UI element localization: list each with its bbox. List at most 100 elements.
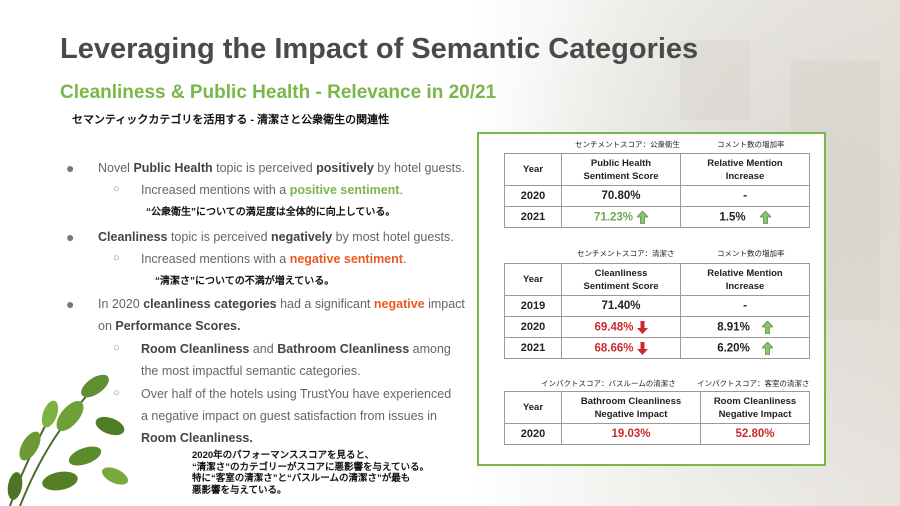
text: Increased mentions with a (141, 183, 290, 197)
cleanliness-table: Year Cleanliness Sentiment Score Relativ… (504, 263, 810, 359)
table-row: 2020 70.80% - (504, 185, 810, 207)
score-value: 68.66% (594, 342, 634, 355)
sub-bullet-trustyou-line2: a negative impact on guest satisfaction … (141, 409, 437, 423)
sub-bullet-negative: Increased mentions with a negative senti… (141, 248, 406, 270)
cell-score-with-arrow: 71.23% (561, 206, 681, 228)
col-header-score: Public Health Sentiment Score (561, 153, 681, 186)
text: by hotel guests. (373, 161, 465, 175)
text: impact (424, 297, 465, 311)
data-tables-panel: センチメントスコア：公衆衛生 コメント数の増加率 Year Public Hea… (477, 132, 826, 466)
bullet1-japanese: “公衆衛生”についての満足度は全体的に向上している。 (146, 207, 396, 218)
table2-label-right: コメント数の増加率 (717, 249, 785, 258)
cell-year: 2020 (504, 423, 562, 445)
cell-score-with-arrow: 68.66% (561, 337, 681, 359)
cell-bathroom-impact: 19.03% (561, 423, 701, 445)
cell-score: 71.40% (561, 295, 681, 317)
public-health-table: Year Public Health Sentiment Score Relat… (504, 153, 810, 228)
score-value: 71.23% (593, 211, 633, 224)
text-bold: positively (316, 161, 374, 175)
cell-increase: - (680, 185, 810, 207)
table-row: 2020 69.48% 8.91% (504, 316, 810, 338)
plant-decoration (7, 374, 129, 506)
up-arrow-icon (761, 320, 773, 334)
sub-bullet-circle-icon: ○ (113, 252, 120, 264)
sub-bullet-positive: Increased mentions with a positive senti… (141, 179, 403, 201)
table3-label-left: インパクトスコア：バスルームの清潔さ (541, 379, 676, 388)
table-row: 2021 71.23% 1.5% (504, 206, 810, 228)
cell-year: 2020 (504, 185, 562, 207)
bullet-2020-impact-line1: In 2020 cleanliness categories had a sig… (98, 293, 465, 315)
text: on (98, 319, 116, 333)
table-row: 2021 68.66% 6.20% (504, 337, 810, 359)
note-line: 特に“客室の清潔さ”と“バスルームの清潔さ”が最も (192, 473, 411, 484)
impact-table: Year Bathroom Cleanliness Negative Impac… (504, 391, 810, 445)
text-bold: Performance Scores. (115, 319, 241, 333)
text: topic is perceived (212, 161, 317, 175)
text: Novel (98, 161, 134, 175)
bullet-cleanliness: Cleanliness topic is perceived negativel… (98, 226, 454, 248)
sub-bullet-circle-icon: ○ (113, 387, 120, 399)
table3-label-right: インパクトスコア：客室の清潔さ (697, 379, 810, 388)
bullet-dot-icon: ● (66, 160, 75, 176)
text-bold: negatively (271, 230, 333, 244)
cell-year: 2020 (504, 316, 562, 338)
cell-year: 2021 (504, 337, 562, 359)
col-header-year: Year (504, 263, 562, 296)
text-bold: Public Health (133, 161, 213, 175)
cell-increase-with-arrow: 8.91% (680, 316, 810, 338)
col-header-room: Room Cleanliness Negative Impact (700, 391, 810, 424)
sub-bullet-circle-icon: ○ (113, 342, 120, 354)
note-line: “清潔さ”のカテゴリーがスコアに悪影響を与えている。 (192, 461, 430, 473)
slide-title: Leveraging the Impact of Semantic Catego… (60, 33, 699, 65)
note-line: 悪影響を与えている。 (192, 484, 287, 496)
down-arrow-icon (636, 320, 648, 334)
highlight-negative: negative sentiment (289, 252, 403, 266)
sub-bullet-circle-icon: ○ (113, 183, 120, 195)
bullet2-japanese: “清潔さ”についての不満が増えている。 (155, 276, 335, 287)
text-bold: cleanliness categories (143, 297, 277, 311)
text: . (402, 252, 407, 266)
col-header-bathroom: Bathroom Cleanliness Negative Impact (561, 391, 701, 424)
cell-room-impact: 52.80% (700, 423, 810, 445)
col-header-year: Year (504, 153, 562, 186)
cell-score: 70.80% (561, 185, 681, 207)
sub-bullet-categories-line2: the most impactful semantic categories. (141, 364, 361, 378)
text: among (409, 342, 451, 356)
bottom-japanese-note: 2020年のパフォーマンススコアを見ると、 “清潔さ”のカテゴリーがスコアに悪影… (192, 450, 429, 496)
cell-year: 2019 (504, 295, 562, 317)
col-header-increase: Relative Mention Increase (680, 153, 810, 186)
cell-increase-with-arrow: 6.20% (680, 337, 810, 359)
sub-bullet-trustyou-line3: Room Cleanliness. (141, 427, 253, 449)
increase-value: 6.20% (717, 342, 750, 355)
sub-bullet-categories-line1: Room Cleanliness and Bathroom Cleanlines… (141, 338, 451, 360)
subtitle-japanese: セマンティックカテゴリを活用する - 清潔さと公衆衛生の関連性 (72, 114, 390, 126)
text-bold: Cleanliness (98, 230, 168, 244)
table-row: 2019 71.40% - (504, 295, 810, 317)
cell-score-with-arrow: 69.48% (561, 316, 681, 338)
slide-subtitle: Cleanliness & Public Health - Relevance … (60, 82, 497, 103)
table1-label-left: センチメントスコア：公衆衛生 (575, 140, 680, 149)
col-header-score: Cleanliness Sentiment Score (561, 263, 681, 296)
increase-value: 8.91% (717, 321, 750, 334)
text: had a significant (276, 297, 374, 311)
up-arrow-icon (637, 210, 648, 224)
text-bold: Room Cleanliness (141, 342, 250, 356)
down-arrow-icon (636, 341, 648, 355)
bullet-dot-icon: ● (66, 229, 75, 245)
col-header-increase: Relative Mention Increase (680, 263, 810, 296)
table1-label-right: コメント数の増加率 (717, 140, 785, 149)
text: and (249, 342, 278, 356)
cell-increase: - (680, 295, 810, 317)
table-row: 2020 19.03% 52.80% (504, 423, 810, 445)
text: In 2020 (98, 297, 144, 311)
text: topic is perceived (167, 230, 272, 244)
text-bold: Bathroom Cleanliness (277, 342, 410, 356)
text: Increased mentions with a (141, 252, 290, 266)
bullet-public-health: Novel Public Health topic is perceived p… (98, 157, 465, 179)
cell-increase-with-arrow: 1.5% (680, 206, 810, 228)
sub-bullet-trustyou-line1: Over half of the hotels using TrustYou h… (141, 387, 452, 401)
note-line: 2020年のパフォーマンススコアを見ると、 (192, 450, 375, 461)
highlight-negative: negative (373, 297, 425, 311)
increase-value: 1.5% (719, 211, 746, 224)
col-header-year: Year (504, 391, 562, 424)
